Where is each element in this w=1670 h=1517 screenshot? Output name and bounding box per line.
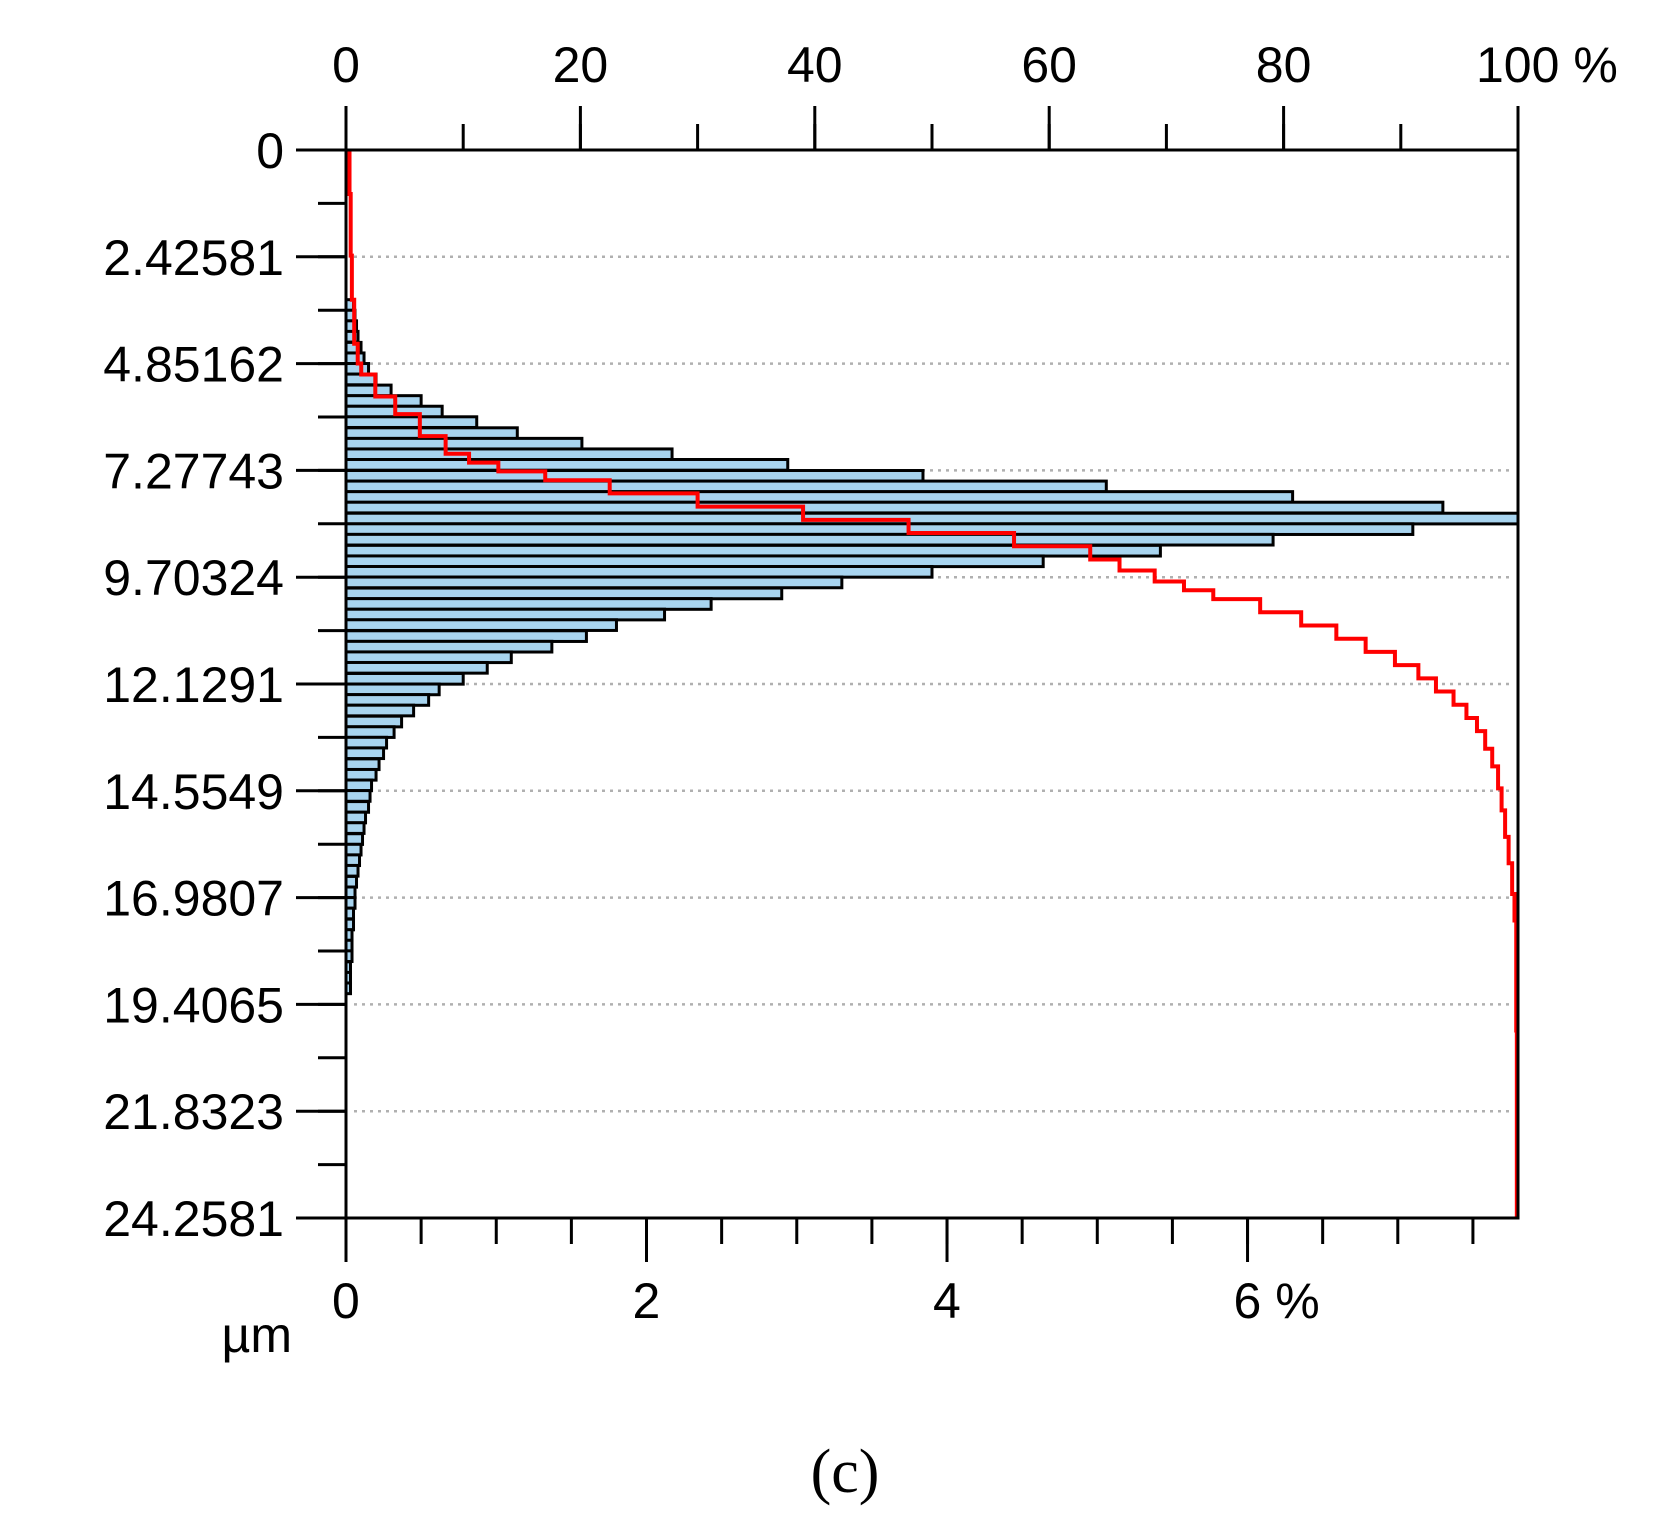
histogram-bars [344, 298, 1520, 996]
histogram-bar [344, 821, 366, 835]
histogram-bar [344, 703, 416, 718]
y-tick-label: 21.8323 [103, 1084, 284, 1140]
y-axis-unit-label: µm [222, 1307, 292, 1363]
histogram-bar [344, 500, 1445, 515]
x-top-tick-label: 100 % [1476, 37, 1618, 93]
y-tick-label: 19.4065 [103, 977, 284, 1033]
y-tick-label: 12.1291 [103, 657, 284, 713]
x-bottom-tick-label: 0 [332, 1273, 360, 1329]
x-top-tick-label: 60 [1021, 37, 1077, 93]
histogram-bar [344, 575, 844, 590]
y-tick-label: 24.2581 [103, 1191, 284, 1247]
x-bottom-tick-label: 4 [933, 1273, 961, 1329]
cumulative-curve-layer [347, 150, 1519, 1218]
histogram-bar [344, 618, 618, 632]
axes [296, 106, 1520, 1262]
y-tick-label: 14.5549 [103, 764, 284, 820]
histogram-bar [344, 789, 372, 803]
x-top-tick-label: 0 [332, 37, 360, 93]
histogram-bar [344, 532, 1275, 547]
axis-labels: 0 2.42581 4.85162 7.27743 9.70324 12.1291 14.5… [103, 37, 1618, 1329]
x-top-tick-label: 80 [1256, 37, 1312, 93]
x-bottom-tick-label: 6 % [1234, 1273, 1320, 1329]
y-tick-label: 7.27743 [103, 443, 284, 499]
histogram-bar [344, 660, 489, 675]
y-tick-label: 2.42581 [103, 230, 284, 286]
gridlines [354, 255, 1514, 1113]
histogram-bar [344, 863, 360, 878]
histogram-bar [344, 746, 386, 761]
histogram-bar [344, 458, 790, 472]
y-tick-label: 4.85162 [103, 337, 284, 393]
x-top-tick-label: 40 [787, 37, 843, 93]
cumulative-curve [347, 150, 1519, 1218]
y-tick-label: 0 [256, 123, 284, 179]
y-tick-label: 9.70324 [103, 550, 284, 606]
y-tick-label: 16.9807 [103, 871, 284, 927]
panel-label: (c) [811, 1438, 880, 1506]
histogram-bar [344, 415, 479, 429]
histogram-bar [344, 329, 360, 344]
x-bottom-tick-label: 2 [633, 1273, 661, 1329]
x-top-tick-label: 20 [553, 37, 609, 93]
